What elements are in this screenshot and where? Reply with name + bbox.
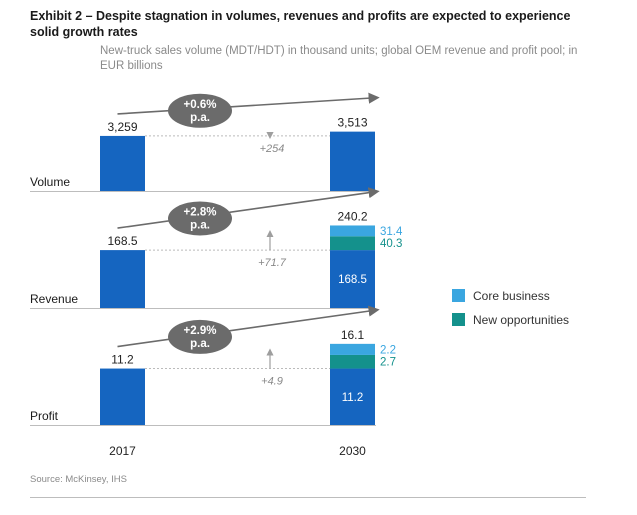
delta-label-volume: +254 — [260, 143, 285, 155]
growth-unit-volume: p.a. — [190, 112, 210, 124]
value-label-2030-volume: 3,513 — [337, 116, 367, 130]
growth-badge-profit — [168, 319, 232, 354]
segment-label-profit-new-opportunities: 2.7 — [380, 357, 396, 369]
segment-label-revenue-new-opportunities: 40.3 — [380, 238, 402, 250]
bottom-divider — [30, 497, 586, 498]
growth-rate-profit: +2.9% — [184, 325, 217, 337]
segment-label-revenue-core-business: 31.4 — [380, 226, 403, 238]
growth-badge-revenue — [168, 201, 232, 236]
legend-swatch-0 — [452, 289, 465, 302]
growth-arrow-revenue — [117, 187, 380, 229]
growth-unit-revenue: p.a. — [190, 219, 210, 231]
bar-2030-revenue-base — [330, 250, 375, 308]
bar-2030-profit-core-business — [330, 343, 375, 355]
delta-label-profit: +4.9 — [261, 376, 283, 388]
delta-label-revenue: +71.7 — [258, 257, 287, 269]
segment-label-revenue-base: 168.5 — [338, 274, 367, 286]
source-note: Source: McKinsey, IHS — [30, 474, 127, 485]
value-label-2030-revenue: 240.2 — [337, 209, 367, 223]
bar-2017-revenue — [100, 250, 145, 308]
bar-2030-revenue-core-business — [330, 225, 375, 237]
bar-2030-profit-new-opportunities — [330, 354, 375, 369]
bar-2017-volume — [100, 135, 145, 191]
growth-unit-profit: p.a. — [190, 338, 210, 350]
x-tick-2030: 2030 — [339, 444, 366, 458]
bar-2030-revenue-new-opportunities — [330, 236, 375, 251]
value-label-2017-revenue: 168.5 — [107, 234, 137, 248]
x-tick-2017: 2017 — [109, 444, 136, 458]
growth-rate-revenue: +2.8% — [184, 206, 217, 218]
bar-2030-profit-base — [330, 368, 375, 425]
bar-2017-profit — [100, 368, 145, 425]
chart-title: Exhibit 2 – Despite stagnation in volume… — [30, 9, 571, 39]
value-label-2017-profit: 11.2 — [111, 353, 134, 367]
legend-swatch-1 — [452, 313, 465, 326]
panel-label-profit: Profit — [30, 409, 59, 423]
panel-label-volume: Volume — [30, 175, 70, 189]
growth-rate-volume: +0.6% — [184, 99, 217, 111]
value-label-2017-volume: 3,259 — [107, 120, 137, 134]
segment-label-profit-base: 11.2 — [342, 392, 364, 404]
chart-subtitle: New-truck sales volume (MDT/HDT) in thou… — [100, 45, 578, 72]
growth-arrow-profit — [117, 305, 380, 348]
growth-badge-volume — [168, 93, 232, 128]
panel-label-revenue: Revenue — [30, 292, 78, 306]
segment-label-profit-core-business: 2.2 — [380, 344, 396, 356]
growth-arrow-volume — [117, 92, 380, 115]
legend-label-0: Core business — [473, 289, 550, 303]
value-label-2030-profit: 16.1 — [341, 328, 365, 342]
bar-2030-volume — [330, 131, 375, 191]
legend-label-1: New opportunities — [473, 313, 569, 327]
